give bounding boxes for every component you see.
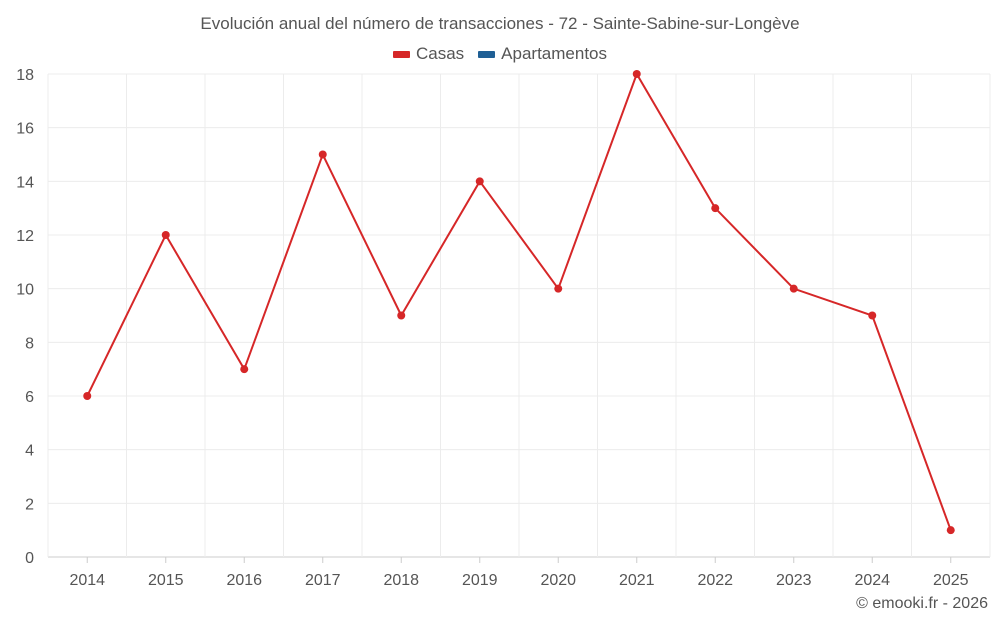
data-point-casas xyxy=(789,284,798,293)
x-tick-label: 2024 xyxy=(854,572,890,589)
data-point-casas xyxy=(868,311,877,320)
data-point-casas xyxy=(161,231,170,239)
x-tick-label: 2025 xyxy=(933,572,969,589)
data-point-casas xyxy=(632,70,641,78)
y-tick-label: 10 xyxy=(16,282,34,299)
x-tick-label: 2021 xyxy=(619,572,655,589)
y-tick-label: 6 xyxy=(25,389,34,406)
data-point-casas xyxy=(554,284,563,293)
y-tick-label: 2 xyxy=(25,496,34,513)
y-tick-label: 14 xyxy=(16,174,34,191)
legend-label-apartamentos: Apartamentos xyxy=(501,44,608,63)
x-tick-label: 2020 xyxy=(540,572,576,589)
y-tick-label: 8 xyxy=(25,335,34,352)
legend-swatch-apartamentos xyxy=(478,50,496,58)
credit-text: © emooki.fr - 2026 xyxy=(856,595,988,612)
legend-label-casas: Casas xyxy=(415,44,465,63)
x-tick-label: 2018 xyxy=(383,572,419,589)
y-tick-label: 16 xyxy=(16,121,34,138)
legend: Casas Apartamentos xyxy=(0,44,1000,64)
y-tick-label: 0 xyxy=(25,550,34,567)
y-tick-label: 18 xyxy=(16,67,34,84)
data-point-casas xyxy=(83,392,92,400)
x-tick-label: 2019 xyxy=(462,572,498,589)
x-tick-label: 2017 xyxy=(305,572,341,589)
series-line-casas xyxy=(86,71,952,531)
legend-item-apartamentos[interactable]: Apartamentos xyxy=(478,44,607,64)
data-point-casas xyxy=(946,526,955,535)
chart-title: Evolución anual del número de transaccio… xyxy=(200,14,800,33)
x-tick-label: 2023 xyxy=(776,572,812,589)
legend-swatch-casas xyxy=(392,50,410,58)
x-tick-label: 2014 xyxy=(69,572,105,589)
x-tick-label: 2016 xyxy=(226,572,262,589)
x-tick-label: 2015 xyxy=(148,572,184,589)
x-tick-label: 2022 xyxy=(697,572,733,589)
y-tick-label: 4 xyxy=(25,443,34,460)
data-point-casas xyxy=(240,365,249,374)
y-tick-label: 12 xyxy=(16,228,34,245)
data-point-casas xyxy=(475,177,484,186)
legend-item-casas[interactable]: Casas xyxy=(392,44,465,64)
data-point-casas xyxy=(397,311,406,320)
data-point-casas xyxy=(318,150,327,159)
data-point-casas xyxy=(711,204,720,213)
